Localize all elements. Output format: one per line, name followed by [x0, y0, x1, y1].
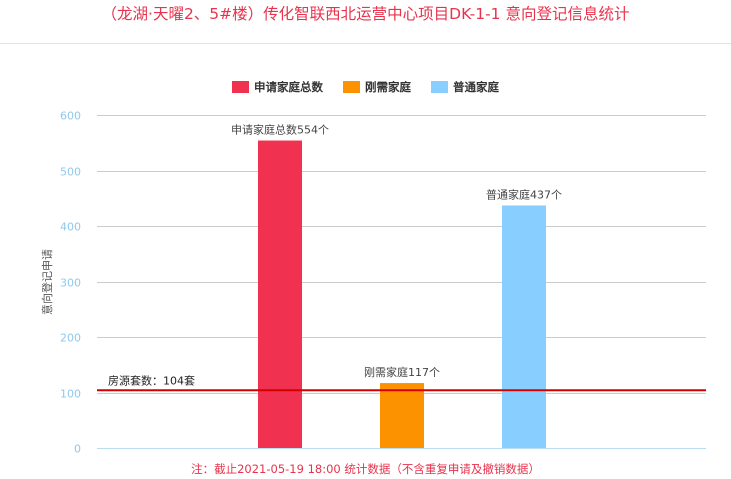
- legend-item-total[interactable]: 申请家庭总数: [232, 78, 323, 96]
- bar-data-label-2: 普通家庭437个: [486, 187, 562, 201]
- legend-item-rigid-demand[interactable]: 刚需家庭: [343, 78, 411, 96]
- page-title: （龙湖·天曜2、5#楼）传化智联西北运营中心项目DK-1-1 意向登记信息统计: [101, 5, 630, 23]
- legend-item-ordinary[interactable]: 普通家庭: [431, 78, 499, 96]
- bar-data-label-0: 申请家庭总数554个: [231, 123, 329, 137]
- y-tick-label-200: 200: [60, 332, 81, 345]
- legend-label-total: 申请家庭总数: [254, 80, 323, 94]
- bar-data-label-1: 刚需家庭117个: [364, 365, 440, 379]
- legend-label-ordinary: 普通家庭: [453, 80, 499, 94]
- bar-0: [258, 140, 302, 448]
- y-tick-label-400: 400: [60, 221, 81, 234]
- y-axis-label: 意向登记申请: [40, 249, 54, 315]
- y-tick-label-0: 0: [74, 443, 81, 456]
- y-tick-label-500: 500: [60, 166, 81, 179]
- reference-line-group: 房源套数：104套: [97, 373, 706, 392]
- y-tick-label-300: 300: [60, 277, 81, 290]
- y-tick-label-600: 600: [60, 110, 81, 123]
- y-tick-label-100: 100: [60, 388, 81, 401]
- footnote: 注：截止2021-05-19 18:00 统计数据（不含重复申请及撤销数据）: [191, 462, 540, 476]
- chart-legend: 申请家庭总数 刚需家庭 普通家庭: [0, 78, 731, 96]
- legend-label-rigid-demand: 刚需家庭: [365, 80, 411, 94]
- bar-2: [502, 205, 546, 448]
- bars: [258, 140, 546, 448]
- bar-1: [380, 383, 424, 448]
- legend-swatch-ordinary: [431, 81, 448, 93]
- y-axis-ticks: 0 100 200 300 400 500 600: [60, 110, 81, 456]
- legend-swatch-total: [232, 81, 249, 93]
- legend-swatch-rigid-demand: [343, 81, 360, 93]
- title-divider: [0, 43, 731, 44]
- reference-line-label: 房源套数：104套: [108, 373, 195, 387]
